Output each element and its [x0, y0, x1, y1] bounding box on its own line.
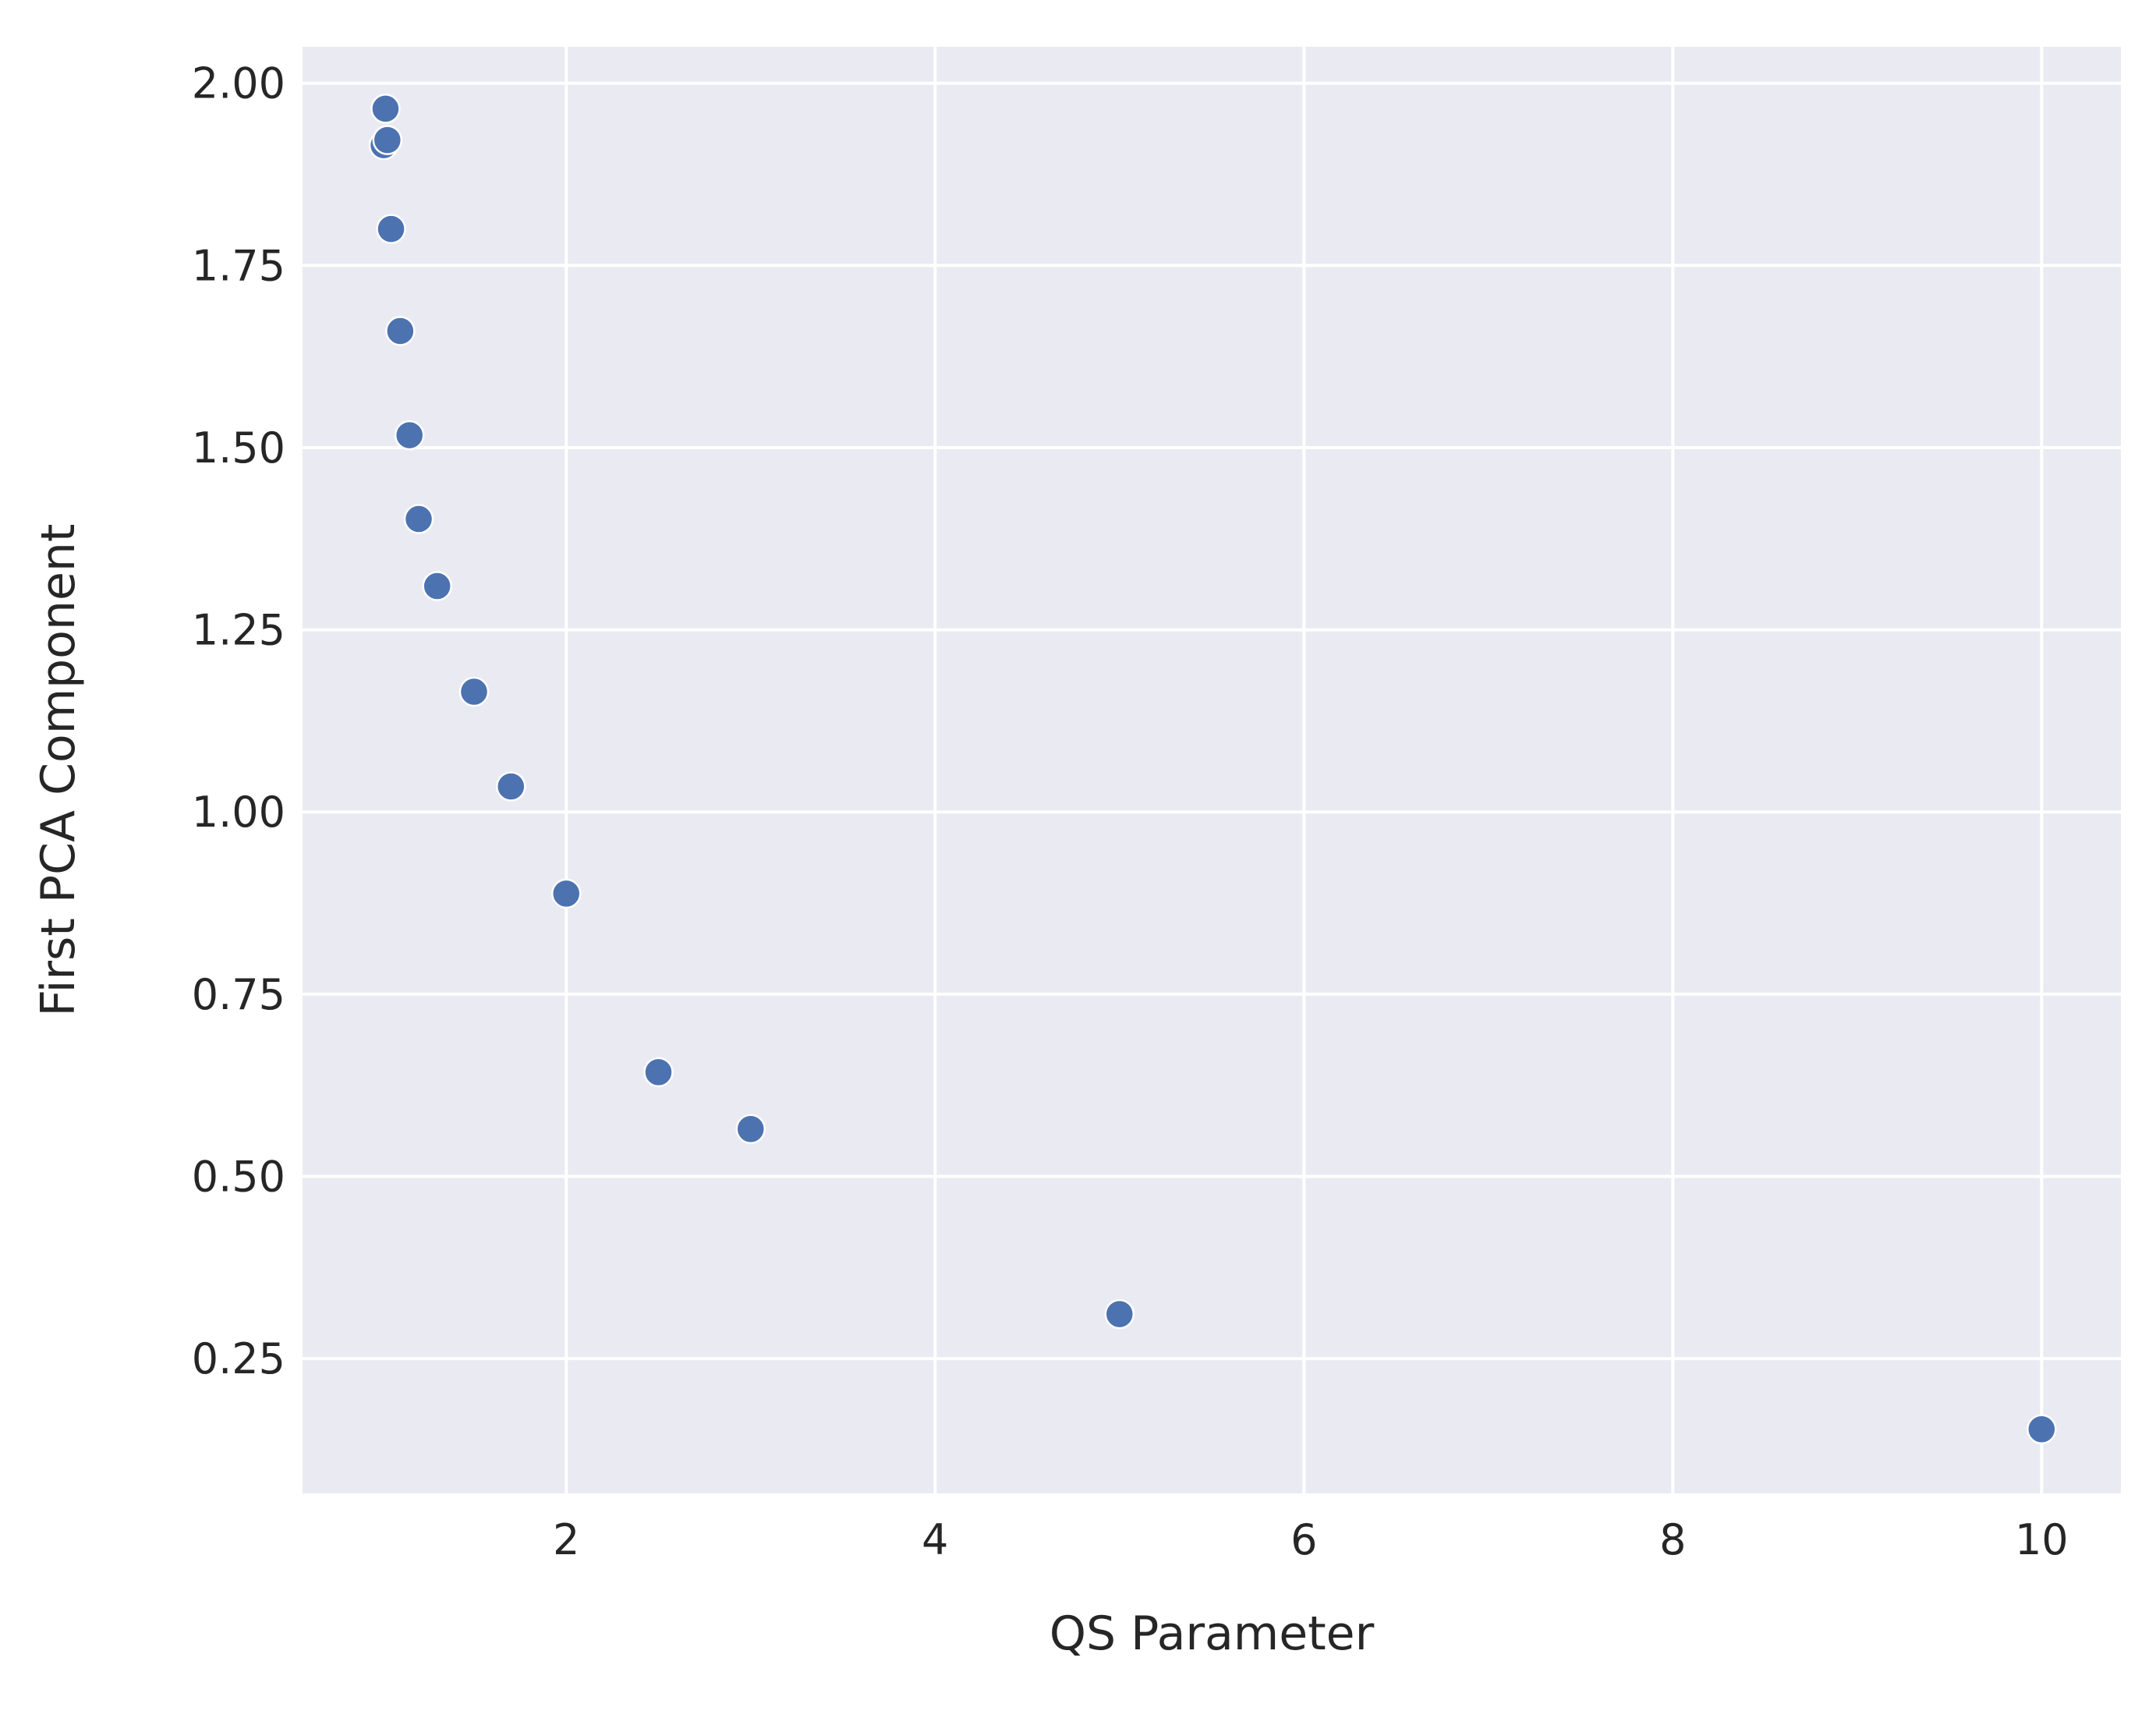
x-axis-label: QS Parameter — [1050, 1606, 1375, 1661]
y-tick-label: 1.75 — [192, 241, 285, 290]
data-point — [1104, 1298, 1135, 1330]
y-tick-label: 0.50 — [192, 1152, 285, 1201]
data-point — [370, 94, 401, 124]
y-axis-label: First PCA Component — [31, 524, 86, 1017]
data-point — [376, 214, 406, 244]
y-tick-labels: 0.25 0.50 0.75 1.00 1.25 1.50 1.75 2.00 — [192, 59, 285, 1383]
plot-area — [303, 47, 2121, 1493]
x-tick-labels: 2 4 6 8 10 — [553, 1515, 2069, 1564]
data-points — [368, 94, 2057, 1445]
y-tick-label: 1.25 — [192, 606, 285, 655]
data-point — [2027, 1414, 2057, 1445]
y-tick-label: 0.75 — [192, 970, 285, 1019]
data-point — [551, 878, 582, 909]
data-point — [735, 1114, 766, 1144]
x-tick-label: 6 — [1290, 1515, 1317, 1564]
y-tick-label: 0.25 — [192, 1334, 285, 1383]
y-tick-label: 1.00 — [192, 788, 285, 837]
data-point — [496, 771, 526, 802]
x-tick-label: 4 — [922, 1515, 948, 1564]
x-tick-label: 8 — [1659, 1515, 1686, 1564]
data-point — [422, 571, 452, 601]
x-tick-label: 2 — [553, 1515, 579, 1564]
data-point — [394, 420, 425, 451]
y-tick-label: 1.50 — [192, 423, 285, 473]
data-point — [403, 504, 434, 534]
y-tick-label: 2.00 — [192, 59, 285, 108]
x-tick-label: 10 — [2015, 1515, 2069, 1564]
data-point — [385, 316, 416, 346]
gridlines — [303, 47, 2121, 1493]
data-point — [643, 1057, 674, 1088]
data-point — [458, 676, 490, 707]
data-point — [372, 125, 403, 155]
